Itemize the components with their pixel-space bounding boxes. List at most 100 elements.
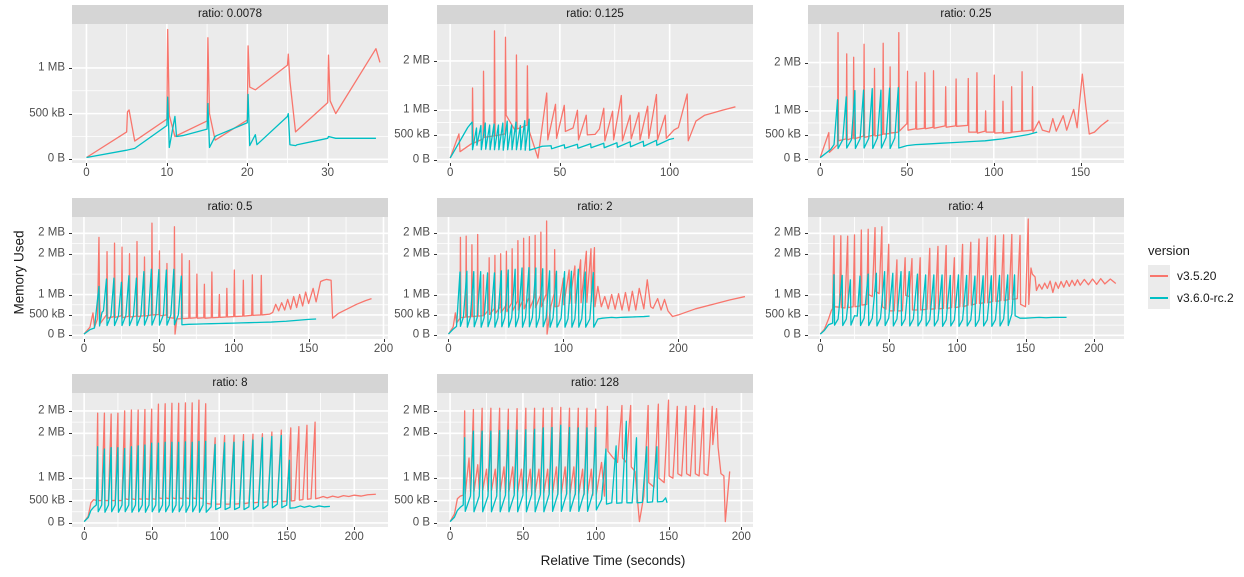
x-tick-mark <box>247 163 249 166</box>
x-tick-label: 30 <box>321 167 335 179</box>
y-tick-label: 1 MB <box>403 471 430 484</box>
y-tick-mark <box>805 253 808 255</box>
x-tick-mark <box>450 527 452 530</box>
facet-strip-label: ratio: 4 <box>948 200 984 213</box>
y-tick-mark <box>805 110 808 112</box>
y-tick-label: 500 kB <box>29 106 65 119</box>
y-tick-label: 500 kB <box>394 128 430 141</box>
y-tick-mark <box>69 233 72 235</box>
x-tick-label: 20 <box>240 167 254 179</box>
x-tick-label: 100 <box>586 531 606 543</box>
x-tick-label: 0 <box>80 343 88 355</box>
y-tick-label: 2 MB <box>774 55 801 68</box>
x-tick-label: 100 <box>553 343 573 355</box>
y-tick-label: 1 MB <box>403 287 430 300</box>
y-tick-mark <box>805 135 808 136</box>
x-tick-mark <box>678 339 680 342</box>
legend-item[interactable]: v3.6.0-rc.2 <box>1148 287 1244 309</box>
facet-panel: ratio: 0.25 <box>808 5 1124 163</box>
legend: version v3.5.20 v3.6.0-rc.2 <box>1148 244 1244 309</box>
x-tick-mark <box>166 163 168 166</box>
y-tick-label: 2 MB <box>403 226 430 239</box>
x-tick-mark <box>993 163 995 166</box>
x-tick-label: 150 <box>1015 343 1036 355</box>
y-tick-mark <box>434 110 437 112</box>
y-tick-mark <box>69 294 72 296</box>
x-tick-mark <box>559 163 561 166</box>
y-tick-mark <box>434 522 437 524</box>
y-tick-mark <box>434 314 437 316</box>
x-tick-mark <box>84 527 86 530</box>
y-tick-mark <box>434 134 437 136</box>
x-tick-label: 10 <box>160 167 174 179</box>
y-tick-mark <box>434 60 437 62</box>
y-tick-mark <box>805 335 808 337</box>
plot-area <box>72 24 388 163</box>
y-tick-mark <box>805 62 808 64</box>
y-tick-mark <box>434 433 437 435</box>
facet-strip-label: ratio: 0.5 <box>207 200 253 213</box>
facet-panel: ratio: 0.0078 <box>72 5 388 163</box>
x-tick-label: 150 <box>658 531 679 543</box>
x-tick-mark <box>888 339 890 342</box>
x-tick-label: 0 <box>445 343 452 355</box>
y-tick-label: 0 B <box>47 516 65 529</box>
y-tick-mark <box>434 253 437 255</box>
y-tick-label: 2 MB <box>403 426 430 439</box>
y-tick-label: 2 MB <box>403 246 430 259</box>
legend-key-line-icon <box>1148 265 1170 287</box>
y-tick-label: 1 MB <box>403 103 430 116</box>
x-tick-mark <box>957 339 959 342</box>
series-line <box>819 271 1067 335</box>
y-tick-label: 2 MB <box>403 404 430 417</box>
x-tick-mark <box>450 163 452 166</box>
plot-area <box>72 393 388 527</box>
y-tick-label: 2 MB <box>38 226 65 239</box>
x-tick-label: 100 <box>947 343 967 355</box>
y-tick-label: 2 MB <box>38 426 65 439</box>
x-tick-mark <box>1025 339 1027 342</box>
series-line <box>449 420 668 523</box>
x-tick-mark <box>522 527 524 530</box>
x-tick-label: 200 <box>344 531 364 543</box>
facet-strip: ratio: 0.5 <box>72 198 388 217</box>
series-line <box>447 220 746 335</box>
legend-item[interactable]: v3.5.20 <box>1148 265 1244 287</box>
x-tick-label: 200 <box>1084 343 1104 355</box>
series-line <box>83 268 317 335</box>
x-tick-label: 100 <box>984 167 1004 179</box>
x-tick-mark <box>158 339 160 342</box>
y-tick-label: 500 kB <box>765 128 801 141</box>
x-tick-label: 0 <box>83 167 90 179</box>
y-tick-mark <box>434 159 437 161</box>
x-tick-label: 50 <box>145 531 159 543</box>
facet-strip-label: ratio: 0.0078 <box>198 7 262 20</box>
y-tick-label: 1 MB <box>774 287 801 300</box>
x-tick-label: 150 <box>277 531 297 543</box>
facet-strip: ratio: 4 <box>808 198 1124 217</box>
series-line <box>83 222 372 335</box>
x-tick-mark <box>563 339 565 342</box>
y-tick-label: 2 MB <box>38 404 65 417</box>
y-tick-mark <box>434 233 437 235</box>
y-tick-mark <box>69 522 72 524</box>
y-tick-label: 1 MB <box>38 287 65 300</box>
y-tick-mark <box>805 314 808 316</box>
x-tick-label: 200 <box>731 531 751 543</box>
y-tick-mark <box>69 410 72 412</box>
series-line <box>448 266 650 335</box>
x-tick-mark <box>741 527 743 530</box>
y-tick-label: 0 B <box>412 328 430 341</box>
x-tick-mark <box>151 527 153 530</box>
facet-strip-label: ratio: 0.25 <box>940 7 992 20</box>
x-tick-label: 0 <box>816 167 824 179</box>
y-tick-label: 1 MB <box>774 104 801 117</box>
y-tick-label: 0 B <box>412 152 430 165</box>
y-tick-label: 0 B <box>47 152 65 165</box>
x-tick-label: 200 <box>373 343 394 355</box>
y-tick-label: 0 B <box>47 328 65 341</box>
plot-area <box>808 217 1124 339</box>
x-tick-label: 100 <box>660 167 680 179</box>
x-tick-mark <box>595 527 597 530</box>
y-tick-label: 2 MB <box>38 246 65 259</box>
